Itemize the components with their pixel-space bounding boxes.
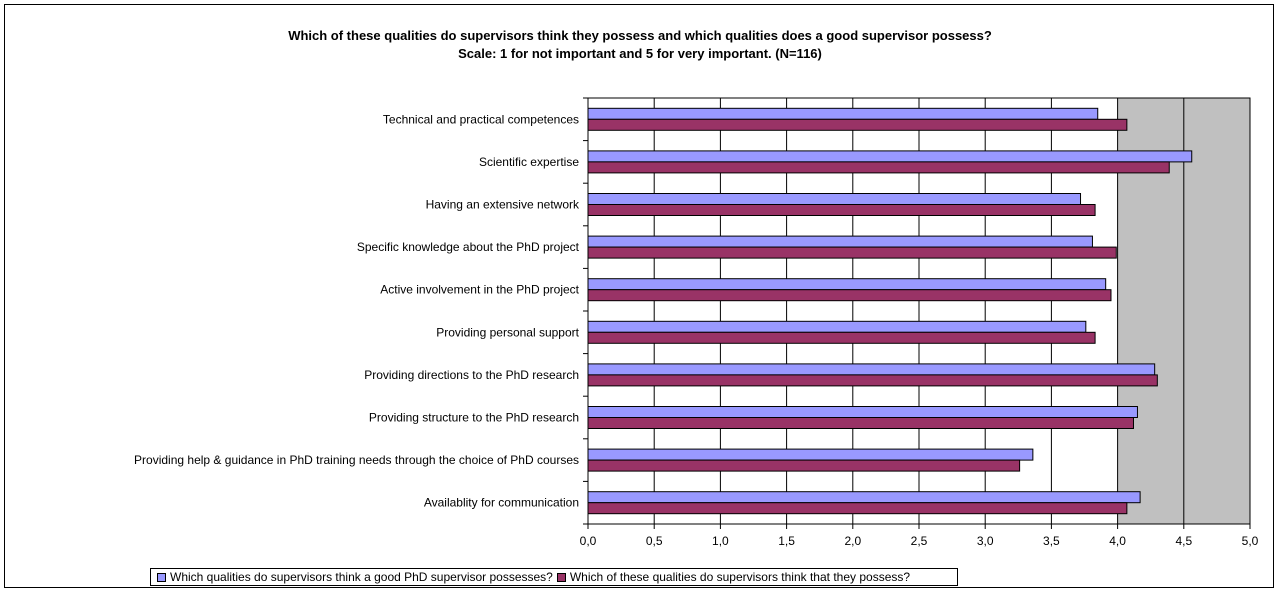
bar [587, 459, 1021, 472]
category-label: Providing structure to the PhD research [369, 411, 579, 425]
bar [587, 502, 1128, 515]
bar [587, 289, 1112, 302]
bar [587, 150, 1193, 163]
bar [587, 331, 1096, 344]
x-tick-label: 3,5 [1043, 534, 1060, 548]
bar [587, 278, 1107, 291]
category-label: Providing personal support [436, 325, 579, 339]
bar [587, 204, 1096, 216]
x-tick-label: 0,5 [646, 534, 663, 548]
bar [587, 107, 1099, 120]
category-label: Active involvement in the PhD project [380, 283, 579, 297]
x-tick-label: 2,5 [911, 534, 928, 548]
bar [587, 374, 1158, 387]
legend-swatch-good-supervisor [157, 572, 166, 582]
bar [587, 491, 1141, 504]
bar [587, 406, 1138, 418]
category-label: Technical and practical competences [383, 112, 579, 126]
x-tick-label: 1,5 [778, 534, 795, 548]
chart-title: Which of these qualities do supervisors … [288, 28, 992, 43]
bar [587, 118, 1128, 131]
bar [587, 246, 1117, 259]
chart-subtitle: Scale: 1 for not important and 5 for ver… [458, 46, 822, 61]
legend-item-good-supervisor: Which qualities do supervisors think a g… [157, 570, 553, 584]
bar [587, 235, 1093, 248]
bar [587, 417, 1134, 429]
legend-item-possess: Which of these qualities do supervisors … [556, 570, 911, 584]
category-label: Availablity for communication [424, 496, 579, 510]
x-tick-label: 5,0 [1242, 534, 1259, 548]
x-tick-label: 3,0 [977, 534, 994, 548]
x-tick-label: 1,0 [712, 534, 729, 548]
legend-label-possess: Which of these qualities do supervisors … [569, 570, 911, 584]
x-tick-label: 4,0 [1109, 534, 1126, 548]
category-label: Scientific expertise [479, 155, 579, 169]
bar [587, 448, 1034, 461]
category-label: Having an extensive network [426, 198, 580, 212]
bar [587, 320, 1087, 333]
bar [587, 363, 1156, 376]
category-label: Providing directions to the PhD research [364, 368, 579, 382]
legend: Which qualities do supervisors think a g… [150, 568, 958, 586]
category-label: Providing help & guidance in PhD trainin… [134, 453, 579, 467]
category-label: Specific knowledge about the PhD project [357, 240, 580, 254]
bar [587, 193, 1082, 205]
x-tick-label: 2,0 [844, 534, 861, 548]
bar [587, 161, 1170, 174]
legend-label-good-supervisor: Which qualities do supervisors think a g… [170, 570, 553, 584]
x-tick-label: 0,0 [580, 534, 597, 548]
x-tick-label: 4,5 [1175, 534, 1192, 548]
legend-swatch-possess [556, 572, 566, 582]
